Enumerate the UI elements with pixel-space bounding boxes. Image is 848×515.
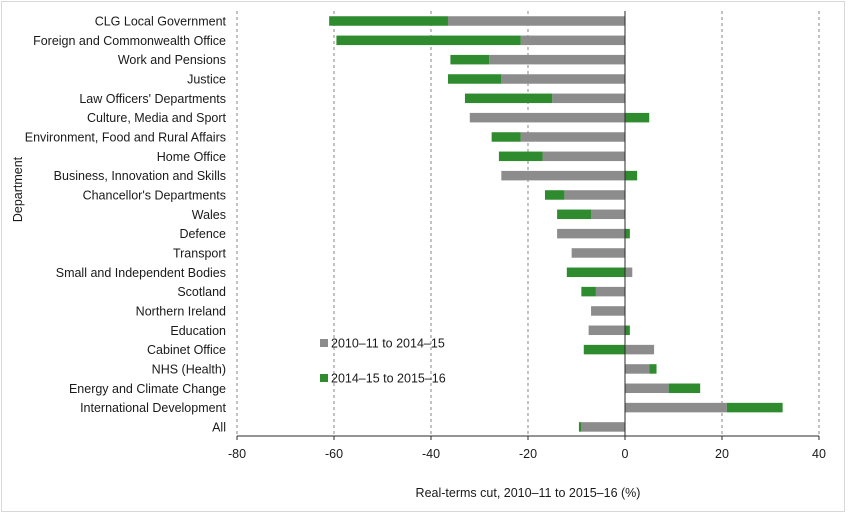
category-label: Northern Ireland bbox=[136, 304, 226, 318]
category-label: Defence bbox=[179, 227, 226, 241]
category-label: Foreign and Commonwealth Office bbox=[33, 34, 226, 48]
category-label: Education bbox=[170, 324, 226, 338]
bar-series-2-row-1 bbox=[329, 16, 448, 26]
legend-label-series-1: 2010–11 to 2014–15 bbox=[331, 337, 445, 351]
bar-series-2-row-14 bbox=[566, 267, 625, 278]
bar-series-1-row-22 bbox=[581, 422, 625, 432]
grid-layer bbox=[236, 11, 820, 436]
bar-layer bbox=[329, 16, 783, 432]
bar-series-2-row-11 bbox=[557, 209, 592, 220]
bar-series-1-row-3 bbox=[489, 54, 625, 65]
x-tick-label: 40 bbox=[812, 447, 826, 461]
category-label: Cabinet Office bbox=[147, 343, 226, 357]
x-tick-labels: -80 -60 -40 -20 0 20 40 bbox=[228, 436, 826, 461]
x-tick-label: -20 bbox=[519, 447, 537, 461]
bar-series-2-row-22 bbox=[578, 422, 582, 432]
x-tick-label: 0 bbox=[622, 447, 629, 461]
bar-series-2-row-8 bbox=[498, 151, 543, 162]
y-axis-title: Department bbox=[11, 156, 25, 222]
bar-series-2-row-17 bbox=[625, 325, 630, 336]
category-label: All bbox=[212, 420, 226, 434]
bar-series-1-row-16 bbox=[591, 306, 625, 316]
legend-label-series-2: 2014–15 to 2015–16 bbox=[331, 372, 446, 386]
bar-series-2-row-5 bbox=[464, 93, 553, 104]
bar-series-1-row-5 bbox=[552, 93, 625, 104]
bar-series-2-row-10 bbox=[544, 190, 565, 200]
category-label: Business, Innovation and Skills bbox=[54, 169, 226, 183]
bar-series-1-row-21 bbox=[625, 402, 727, 413]
category-label: Wales bbox=[192, 208, 226, 222]
bar-series-1-row-11 bbox=[591, 209, 625, 220]
category-label: International Development bbox=[80, 401, 226, 415]
category-label: Culture, Media and Sport bbox=[87, 111, 226, 125]
bar-series-1-row-18 bbox=[625, 344, 655, 355]
legend-swatch-series-2 bbox=[320, 374, 328, 382]
category-label: Justice bbox=[187, 72, 226, 86]
x-tick-label: -80 bbox=[228, 447, 246, 461]
bar-series-2-row-2 bbox=[336, 35, 521, 46]
bar-series-2-row-19 bbox=[649, 364, 657, 374]
bar-series-2-row-3 bbox=[450, 54, 490, 65]
bar-series-1-row-15 bbox=[595, 286, 625, 297]
bar-series-1-row-12 bbox=[557, 228, 625, 239]
bar-series-2-row-20 bbox=[668, 383, 701, 394]
bar-series-1-row-4 bbox=[501, 74, 625, 84]
bar-series-2-row-6 bbox=[625, 112, 650, 123]
category-label: Transport bbox=[173, 246, 227, 260]
bar-series-2-row-4 bbox=[447, 74, 502, 84]
legend: 2010–11 to 2014–15 2014–15 to 2015–16 bbox=[320, 337, 446, 386]
category-label: Chancellor's Departments bbox=[83, 188, 226, 202]
category-label: Environment, Food and Rural Affairs bbox=[25, 130, 226, 144]
x-tick-label: -60 bbox=[325, 447, 343, 461]
bar-series-1-row-19 bbox=[625, 364, 650, 374]
category-labels: CLG Local Government Foreign and Commonwe… bbox=[25, 15, 227, 435]
bar-series-1-row-20 bbox=[625, 383, 669, 394]
bar-series-2-row-7 bbox=[491, 132, 521, 142]
legend-swatch-series-1 bbox=[320, 339, 328, 347]
bar-series-1-row-2 bbox=[520, 35, 625, 46]
category-label: Law Officers' Departments bbox=[79, 92, 226, 106]
category-label: CLG Local Government bbox=[95, 15, 227, 29]
bar-series-1-row-1 bbox=[447, 16, 625, 26]
category-label: Home Office bbox=[157, 150, 226, 164]
bar-series-2-row-15 bbox=[581, 286, 596, 297]
bar-series-2-row-18 bbox=[583, 344, 625, 355]
bar-series-1-row-17 bbox=[588, 325, 625, 336]
category-label: Work and Pensions bbox=[118, 53, 226, 67]
x-tick-label: 20 bbox=[715, 447, 729, 461]
bar-series-1-row-13 bbox=[571, 248, 625, 258]
category-label: Energy and Climate Change bbox=[69, 382, 226, 396]
bar-series-2-row-21 bbox=[726, 402, 783, 413]
bar-series-1-row-7 bbox=[520, 132, 625, 142]
bar-series-1-row-8 bbox=[542, 151, 625, 162]
bar-series-2-row-12 bbox=[625, 228, 630, 239]
bar-series-1-row-9 bbox=[501, 170, 625, 181]
category-label: Small and Independent Bodies bbox=[56, 266, 226, 280]
category-label: NHS (Health) bbox=[152, 362, 226, 376]
x-tick-label: -40 bbox=[422, 447, 440, 461]
bar-series-2-row-9 bbox=[625, 170, 638, 181]
bar-series-1-row-14 bbox=[625, 267, 633, 278]
x-axis-title: Real-terms cut, 2010–11 to 2015–16 (%) bbox=[416, 486, 641, 500]
bar-series-1-row-6 bbox=[469, 112, 625, 123]
category-label: Scotland bbox=[177, 285, 226, 299]
bar-series-1-row-10 bbox=[564, 190, 625, 200]
